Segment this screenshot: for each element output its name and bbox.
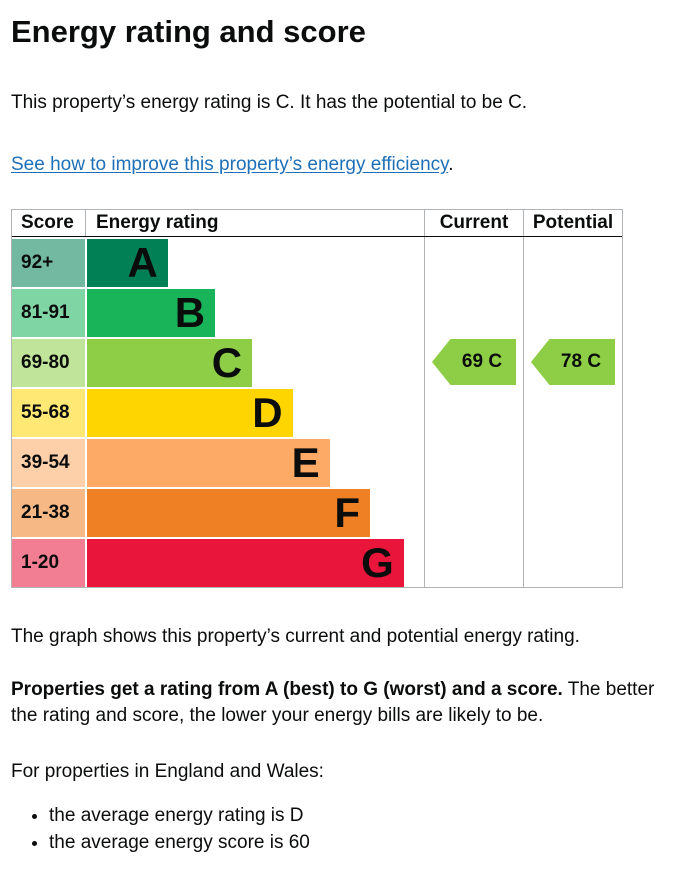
band-letter-d: D bbox=[252, 389, 283, 436]
band-row-b: 81-91 B bbox=[12, 287, 424, 337]
band-bar-b: B bbox=[87, 289, 216, 337]
potential-rating-label: 78 C bbox=[560, 351, 602, 372]
improve-link-suffix: . bbox=[448, 154, 454, 175]
band-score-b: 81-91 bbox=[12, 289, 85, 337]
band-bar-cell-b: B bbox=[85, 287, 424, 337]
region-intro: For properties in England and Wales: bbox=[11, 761, 324, 782]
band-score-e: 39-54 bbox=[12, 439, 85, 487]
band-row-c: 69-80 C bbox=[12, 337, 424, 387]
band-letter-g: G bbox=[361, 539, 394, 586]
band-row-a: 92+ A bbox=[12, 237, 424, 287]
band-score-a: 92+ bbox=[12, 239, 85, 287]
band-bar-cell-g: G bbox=[85, 537, 424, 587]
band-score-d: 55-68 bbox=[12, 389, 85, 437]
band-bar-cell-c: C bbox=[85, 337, 424, 387]
band-score-g: 1-20 bbox=[12, 539, 85, 587]
chart-body: 92+ A 81-91 B 69-8 bbox=[12, 237, 622, 587]
header-current: Current bbox=[424, 210, 523, 236]
band-score-f: 21-38 bbox=[12, 489, 85, 537]
band-letter-c: C bbox=[211, 339, 243, 386]
band-row-g: 1-20 G bbox=[12, 537, 424, 587]
potential-rating-arrow: 78 C bbox=[531, 339, 615, 385]
band-bar-a: A bbox=[87, 239, 168, 287]
band-bar-f: F bbox=[87, 489, 371, 537]
band-bar-e: E bbox=[87, 439, 330, 487]
page-title: Energy rating and score bbox=[11, 14, 366, 49]
current-rating-arrow: 69 C bbox=[432, 339, 516, 385]
chart-caption: The graph shows this property’s current … bbox=[11, 626, 580, 647]
energy-rating-chart: Score Energy rating Current Potential 92… bbox=[11, 209, 623, 588]
rating-explanation: Properties get a rating from A (best) to… bbox=[11, 677, 666, 729]
potential-column: 78 C bbox=[523, 237, 622, 587]
current-column: 69 C bbox=[424, 237, 523, 587]
average-rating-item: the average energy rating is D bbox=[49, 802, 671, 829]
rating-explanation-bold: Properties get a rating from A (best) to… bbox=[11, 679, 563, 700]
chart-header-row: Score Energy rating Current Potential bbox=[12, 210, 622, 237]
header-score: Score bbox=[21, 212, 74, 233]
improve-efficiency-link[interactable]: See how to improve this property’s energ… bbox=[11, 154, 449, 175]
header-potential: Potential bbox=[523, 210, 622, 236]
band-letter-e: E bbox=[291, 439, 320, 486]
band-bar-cell-d: D bbox=[85, 387, 424, 437]
band-rows: 92+ A 81-91 B 69-8 bbox=[12, 237, 424, 587]
band-letter-b: B bbox=[174, 289, 206, 336]
band-bar-cell-a: A bbox=[85, 237, 424, 287]
band-bar-cell-e: E bbox=[85, 437, 424, 487]
average-score-item: the average energy score is 60 bbox=[49, 829, 671, 856]
band-bar-d: D bbox=[87, 389, 293, 437]
rating-explanation-rest: The better the rating and score, the low… bbox=[11, 679, 655, 726]
band-score-c: 69-80 bbox=[12, 339, 85, 387]
band-row-d: 55-68 D bbox=[12, 387, 424, 437]
band-bar-c: C bbox=[87, 339, 253, 387]
band-letter-a: A bbox=[127, 239, 158, 286]
band-row-f: 21-38 F bbox=[12, 487, 424, 537]
average-list: the average energy rating is D the avera… bbox=[11, 802, 671, 856]
header-energy-rating: Energy rating bbox=[85, 210, 424, 236]
band-bar-cell-f: F bbox=[85, 487, 424, 537]
band-row-e: 39-54 E bbox=[12, 437, 424, 487]
improve-link-line: See how to improve this property’s energ… bbox=[11, 152, 666, 177]
band-bar-g: G bbox=[87, 539, 404, 587]
band-letter-f: F bbox=[334, 489, 361, 536]
current-rating-label: 69 C bbox=[461, 351, 503, 372]
intro-text: This property’s energy rating is C. It h… bbox=[11, 92, 528, 113]
